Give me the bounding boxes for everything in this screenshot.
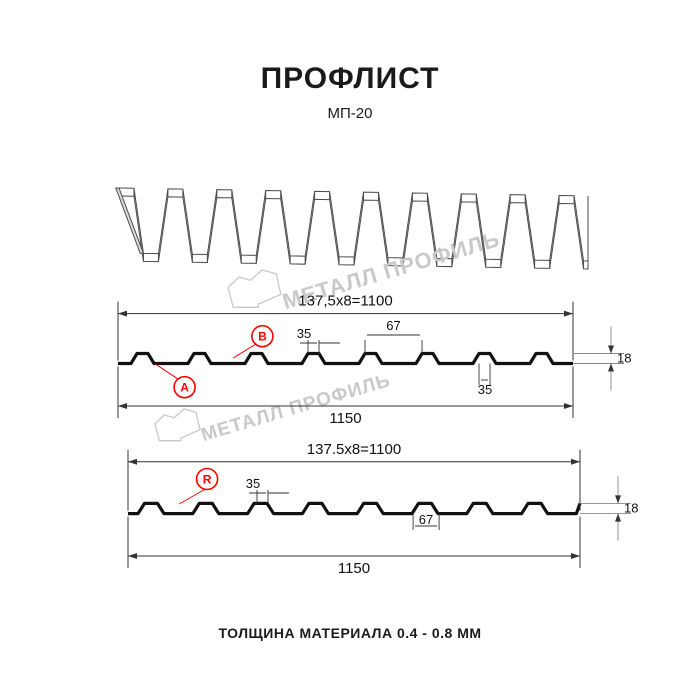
svg-text:R: R — [203, 472, 212, 486]
svg-text:18: 18 — [624, 501, 638, 516]
svg-text:1150: 1150 — [338, 560, 370, 577]
svg-text:35: 35 — [246, 476, 260, 491]
svg-text:67: 67 — [419, 512, 433, 527]
svg-text:137.5x8=1100: 137.5x8=1100 — [307, 441, 401, 458]
